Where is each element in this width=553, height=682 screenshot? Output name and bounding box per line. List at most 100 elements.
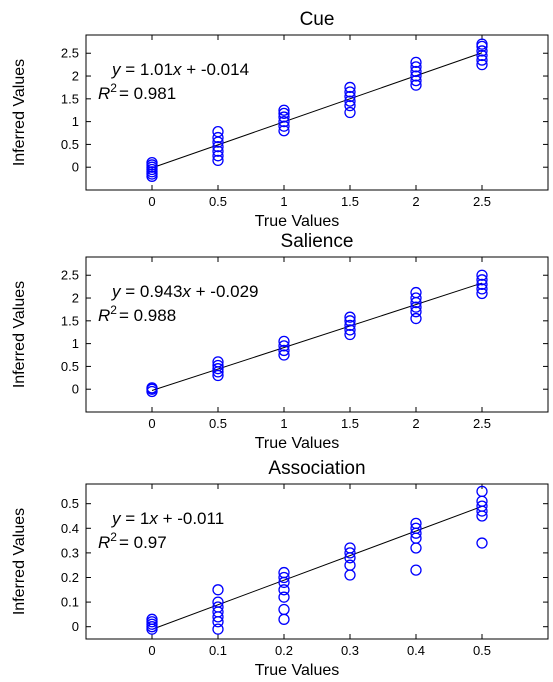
x-tick-label: 1.5 xyxy=(341,416,359,431)
data-point xyxy=(278,571,290,584)
y-axis-label: Inferred Values xyxy=(11,508,28,615)
x-tick-label: 0 xyxy=(148,643,155,658)
data-point xyxy=(410,79,422,91)
data-point xyxy=(146,156,158,169)
data-point xyxy=(278,335,290,347)
data-point xyxy=(410,564,422,576)
data-point xyxy=(410,292,422,304)
data-point xyxy=(278,107,290,120)
data-point xyxy=(344,311,356,323)
y-tick-label: 0 xyxy=(72,382,79,397)
data-point xyxy=(476,537,488,549)
chart-title: Salience xyxy=(281,231,354,252)
data-point xyxy=(410,56,422,69)
fit-equation: y = 1x + -0.011 xyxy=(111,509,224,528)
r-superscript: 2 xyxy=(110,303,117,317)
data-point xyxy=(278,584,290,596)
y-tick-label: 1 xyxy=(72,114,79,129)
data-point xyxy=(344,86,356,98)
y-tick-label: 0.2 xyxy=(61,570,79,585)
data-point xyxy=(212,154,224,167)
data-point xyxy=(476,274,488,286)
fit-equation: y = 1.01x + -0.014 xyxy=(111,60,249,79)
data-point xyxy=(278,120,290,132)
data-point xyxy=(476,54,488,66)
axes-box xyxy=(85,483,549,640)
equation-part: y xyxy=(111,60,122,79)
x-tick-label: 0.1 xyxy=(209,643,227,658)
data-point xyxy=(344,324,356,336)
data-point xyxy=(476,287,488,300)
r-symbol: R xyxy=(98,306,110,325)
data-point xyxy=(278,349,290,361)
y-tick-label: 2 xyxy=(72,291,79,306)
data-point xyxy=(146,613,158,625)
x-tick-label: 0 xyxy=(148,194,155,209)
y-axis-label: Inferred Values xyxy=(11,281,28,388)
r-squared-value: = 0.97 xyxy=(119,533,167,552)
data-point xyxy=(212,141,224,153)
data-point xyxy=(344,106,356,119)
data-point xyxy=(476,500,488,512)
data-point xyxy=(476,269,488,281)
x-tick-label: 2 xyxy=(412,194,419,209)
y-tick-label: 1 xyxy=(72,336,79,351)
data-point xyxy=(476,38,488,50)
fit-line xyxy=(151,505,483,630)
y-tick-label: 0 xyxy=(72,160,79,175)
data-point xyxy=(278,115,290,128)
equation-part: + -0.011 xyxy=(158,509,224,528)
chart-title: Association xyxy=(268,458,365,479)
chart-title: Cue xyxy=(300,9,335,30)
y-tick-label: 0.4 xyxy=(61,521,79,536)
equation-part: y xyxy=(111,282,122,301)
data-point xyxy=(344,81,356,94)
y-axis-label: Inferred Values xyxy=(11,59,28,166)
y-tick-label: 0.3 xyxy=(61,545,79,560)
data-point xyxy=(278,111,290,123)
data-point xyxy=(410,306,422,318)
y-tick-label: 2.5 xyxy=(61,46,79,61)
data-point xyxy=(344,559,356,571)
data-point xyxy=(410,301,422,313)
data-point xyxy=(476,45,488,57)
x-axis-label: True Values xyxy=(255,662,339,679)
x-tick-label: 2.5 xyxy=(473,416,491,431)
data-point xyxy=(344,319,356,332)
equation-part: + -0.014 xyxy=(181,60,249,79)
equation-part: = 0.943 xyxy=(121,282,183,301)
r-squared-value: = 0.981 xyxy=(119,84,176,103)
fit-equation: y = 0.943x + -0.029 xyxy=(111,282,259,301)
x-tick-label: 2.5 xyxy=(473,194,491,209)
y-tick-label: 0.1 xyxy=(61,595,79,610)
x-tick-label: 1 xyxy=(280,194,287,209)
data-point xyxy=(212,363,224,375)
x-axis-label: True Values xyxy=(255,435,339,452)
data-point xyxy=(476,58,488,71)
equation-part: y xyxy=(111,509,122,528)
equation-part: x xyxy=(172,60,182,79)
equation-part: = 1 xyxy=(121,509,150,528)
data-point xyxy=(212,150,224,162)
data-point xyxy=(410,65,422,78)
data-point xyxy=(212,596,224,608)
data-point xyxy=(410,70,422,82)
y-tick-label: 1.5 xyxy=(61,313,79,328)
fit-line xyxy=(151,282,483,392)
x-axis-label: True Values xyxy=(255,213,339,230)
chart-3: Association 0 0.1 0.2 0.3 0.4 0.5 0 0.1 0.2 0.3 0.4… xyxy=(11,458,549,679)
data-point xyxy=(278,344,290,357)
data-point xyxy=(410,74,422,87)
x-tick-label: 0.2 xyxy=(275,643,293,658)
data-point xyxy=(410,522,422,534)
data-point xyxy=(344,90,356,103)
data-point xyxy=(344,547,356,559)
data-point xyxy=(476,278,488,291)
data-point xyxy=(410,61,422,73)
r-squared: R2 = 0.981 xyxy=(98,81,176,103)
x-tick-label: 1 xyxy=(280,416,287,431)
x-tick-label: 1.5 xyxy=(341,194,359,209)
equation-part: = 1.01 xyxy=(121,60,173,79)
data-point xyxy=(344,542,356,554)
